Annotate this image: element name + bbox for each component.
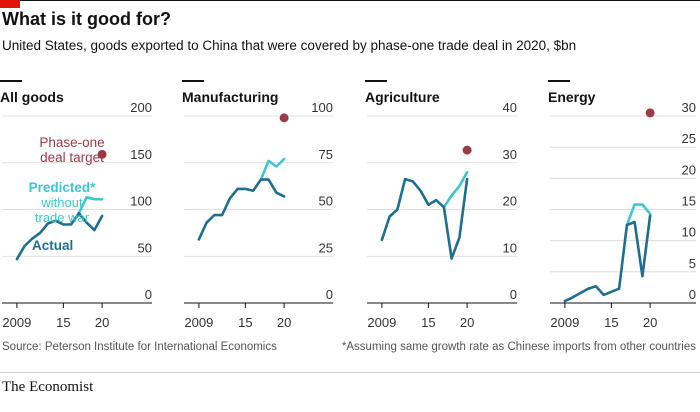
x-tick-label: 15: [56, 315, 70, 330]
y-tick-label: 0: [145, 287, 152, 302]
y-tick-label: 50: [138, 240, 152, 255]
chart-title: What is it good for?: [2, 9, 171, 29]
economist-logo: The Economist: [2, 379, 94, 395]
y-tick-label: 10: [682, 225, 696, 240]
x-tick-label: 2009: [550, 315, 579, 330]
target-annotation: deal target: [40, 150, 104, 165]
y-tick-label: 15: [682, 194, 696, 209]
predicted-series-line: [77, 196, 104, 215]
actual-series-line: [197, 178, 286, 241]
x-tick-label: 2009: [367, 315, 396, 330]
panel-title: Agriculture: [365, 89, 440, 105]
y-tick-label: 150: [130, 147, 152, 162]
y-tick-label: 20: [682, 162, 696, 177]
y-tick-label: 10: [503, 240, 517, 255]
panel-title: Energy: [548, 89, 596, 105]
y-tick-label: 200: [130, 100, 152, 115]
predicted-series-line: [442, 170, 469, 209]
brand-red-tag: [0, 0, 20, 8]
x-tick-label: 20: [95, 315, 109, 330]
footnote: *Assuming same growth rate as Chinese im…: [341, 341, 696, 353]
panel-title-rule: [548, 80, 570, 82]
actual-annotation: Actual: [32, 238, 73, 253]
y-tick-label: 5: [689, 256, 696, 271]
panel-title-rule: [0, 80, 22, 82]
y-tick-label: 50: [319, 194, 333, 209]
y-tick-label: 30: [682, 100, 696, 115]
y-tick-label: 0: [510, 287, 517, 302]
y-tick-label: 25: [682, 131, 696, 146]
y-tick-label: 0: [326, 287, 333, 302]
panel-title: Manufacturing: [182, 89, 278, 105]
source-note: Source: Peterson Institute for Internati…: [2, 341, 277, 353]
target-dot: [279, 113, 289, 123]
y-tick-label: 40: [503, 100, 517, 115]
panel-title-rule: [182, 80, 204, 82]
x-tick-label: 20: [460, 315, 474, 330]
target-dot: [462, 145, 472, 155]
y-tick-label: 100: [311, 100, 333, 115]
panel-title: All goods: [0, 89, 64, 105]
y-tick-label: 75: [319, 147, 333, 162]
bottom-rule: [0, 372, 700, 373]
target-dot: [645, 108, 655, 118]
target-dot: [97, 149, 107, 159]
x-tick-label: 15: [238, 315, 252, 330]
y-tick-label: 100: [130, 194, 152, 209]
predicted-series-line: [625, 203, 652, 227]
x-tick-label: 20: [277, 315, 291, 330]
x-tick-label: 15: [604, 315, 618, 330]
x-tick-label: 15: [421, 315, 435, 330]
actual-series-line: [15, 211, 104, 261]
predicted-series-line: [259, 157, 286, 181]
predicted-annotation: trade war: [35, 210, 90, 225]
y-tick-label: 20: [503, 194, 517, 209]
target-annotation: Phase-one: [39, 135, 104, 150]
x-tick-label: 20: [643, 315, 657, 330]
y-tick-label: 0: [689, 287, 696, 302]
y-tick-label: 25: [319, 240, 333, 255]
predicted-annotation: Predicted*: [29, 180, 97, 195]
top-rule: [0, 0, 700, 1]
y-tick-label: 30: [503, 147, 517, 162]
x-tick-label: 2009: [184, 315, 213, 330]
panel-title-rule: [365, 80, 387, 82]
chart-subtitle: United States, goods exported to China t…: [2, 38, 577, 53]
actual-series-line: [563, 214, 652, 303]
actual-series-line: [380, 177, 469, 260]
predicted-annotation: without: [40, 195, 83, 210]
x-tick-label: 2009: [2, 315, 31, 330]
